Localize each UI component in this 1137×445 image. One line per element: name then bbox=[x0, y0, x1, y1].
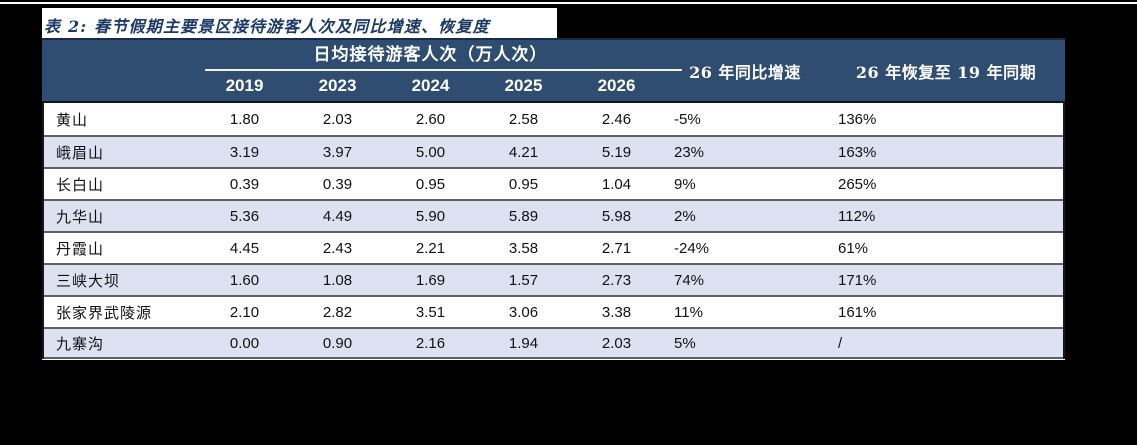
value-cell: 5.00 bbox=[415, 143, 446, 161]
table-caption: 表 2: 春节假期主要景区接待游客人次及同比增速、恢复度 bbox=[44, 17, 490, 36]
value-cell: 3.51 bbox=[415, 303, 446, 321]
value-cell: 0.95 bbox=[508, 175, 539, 193]
table-header: 日均接待游客人次（万人次） 2019 2023 2024 2025 2026 2… bbox=[42, 40, 1065, 103]
table-caption-row: 表 2: 春节假期主要景区接待游客人次及同比增速、恢复度 bbox=[42, 8, 1065, 38]
report-page: 表 2: 春节假期主要景区接待游客人次及同比增速、恢复度 日均接待游客人次（万人… bbox=[42, 8, 1065, 360]
value-cell: 2.46 bbox=[601, 110, 632, 128]
value-cell: 2.71 bbox=[601, 239, 632, 257]
growth-cell: -5% bbox=[674, 110, 701, 128]
scenic-spot-name: 峨眉山 bbox=[56, 143, 105, 162]
recovery-cell: 171% bbox=[838, 271, 877, 289]
growth-cell: 11% bbox=[674, 303, 703, 321]
scenic-spot-name: 张家界武陵源 bbox=[56, 303, 153, 322]
value-cell: 0.90 bbox=[322, 334, 353, 352]
title-row-black-fill bbox=[557, 8, 1065, 40]
value-cell: 5.89 bbox=[508, 207, 539, 225]
value-cell: 2.82 bbox=[322, 303, 353, 321]
value-cell: 2.60 bbox=[415, 110, 446, 128]
table-row: 丹霞山 4.45 2.43 2.21 3.58 2.71 -24% 61% bbox=[44, 231, 1063, 263]
value-cell: 3.97 bbox=[322, 143, 353, 161]
value-cell: 5.90 bbox=[415, 207, 446, 225]
group-header-daily-visitors: 日均接待游客人次（万人次） bbox=[313, 45, 548, 65]
value-cell: 5.19 bbox=[601, 143, 632, 161]
value-cell: 1.80 bbox=[229, 110, 260, 128]
value-cell: 2.10 bbox=[229, 303, 260, 321]
year-header-row: 2019 2023 2024 2025 2026 bbox=[198, 71, 663, 101]
value-cell: 0.00 bbox=[229, 334, 260, 352]
value-cell: 1.94 bbox=[508, 334, 539, 352]
value-cell: 2.58 bbox=[508, 110, 539, 128]
value-cell: 2.16 bbox=[415, 334, 446, 352]
scenic-spot-name: 长白山 bbox=[56, 175, 105, 194]
value-cell: 1.57 bbox=[508, 271, 539, 289]
year-header-2026: 2026 bbox=[597, 76, 636, 95]
value-cell: 2.43 bbox=[322, 239, 353, 257]
growth-cell: 9% bbox=[674, 175, 696, 193]
value-cell: 0.95 bbox=[415, 175, 446, 193]
value-cell: 1.04 bbox=[601, 175, 632, 193]
year-header-2019: 2019 bbox=[225, 76, 264, 95]
top-divider-line bbox=[0, 2, 1137, 4]
recovery-cell: 265% bbox=[838, 175, 877, 193]
table-row: 峨眉山 3.19 3.97 5.00 4.21 5.19 23% 163% bbox=[44, 135, 1063, 167]
data-table: 日均接待游客人次（万人次） 2019 2023 2024 2025 2026 2… bbox=[42, 38, 1065, 359]
recovery-cell: 163% bbox=[838, 143, 877, 161]
value-cell: 2.73 bbox=[601, 271, 632, 289]
growth-header: 26 年同比增速 bbox=[689, 62, 801, 82]
group-header-underline bbox=[205, 69, 682, 71]
year-header-2025: 2025 bbox=[504, 76, 543, 95]
value-cell: 3.19 bbox=[229, 143, 260, 161]
value-cell: 4.21 bbox=[508, 143, 539, 161]
table-row: 三峡大坝 1.60 1.08 1.69 1.57 2.73 74% 171% bbox=[44, 263, 1063, 295]
scenic-spot-name: 九寨沟 bbox=[56, 334, 105, 353]
year-header-2023: 2023 bbox=[318, 76, 357, 95]
table-row: 黄山 1.80 2.03 2.60 2.58 2.46 -5% 136% bbox=[44, 103, 1063, 135]
growth-cell: 74% bbox=[674, 271, 705, 289]
recovery-cell: 161% bbox=[838, 303, 877, 321]
scenic-spot-name: 黄山 bbox=[56, 110, 89, 129]
growth-cell: 23% bbox=[674, 143, 705, 161]
recovery-cell: 61% bbox=[838, 239, 869, 257]
recovery-cell: 112% bbox=[838, 207, 876, 225]
value-cell: 4.49 bbox=[322, 207, 353, 225]
table-body: 黄山 1.80 2.03 2.60 2.58 2.46 -5% 136% 峨眉山… bbox=[42, 103, 1065, 359]
table-row: 长白山 0.39 0.39 0.95 0.95 1.04 9% 265% bbox=[44, 167, 1063, 199]
value-cell: 2.03 bbox=[322, 110, 353, 128]
recovery-header: 26 年恢复至 19 年同期 bbox=[855, 62, 1037, 82]
value-cell: 1.08 bbox=[322, 271, 353, 289]
value-cell: 2.03 bbox=[601, 334, 632, 352]
recovery-cell: / bbox=[838, 334, 843, 352]
value-cell: 3.06 bbox=[508, 303, 539, 321]
value-cell: 5.98 bbox=[601, 207, 632, 225]
value-cell: 0.39 bbox=[322, 175, 353, 193]
value-cell: 1.60 bbox=[229, 271, 260, 289]
scenic-spot-name: 九华山 bbox=[56, 207, 105, 226]
value-cell: 0.39 bbox=[229, 175, 260, 193]
growth-cell: 2% bbox=[674, 207, 696, 225]
table-row: 九华山 5.36 4.49 5.90 5.89 5.98 2% 112% bbox=[44, 199, 1063, 231]
growth-cell: 5% bbox=[674, 334, 696, 352]
value-cell: 3.58 bbox=[508, 239, 539, 257]
year-header-2024: 2024 bbox=[411, 76, 450, 95]
value-cell: 4.45 bbox=[229, 239, 260, 257]
value-cell: 1.69 bbox=[415, 271, 446, 289]
value-cell: 2.21 bbox=[415, 239, 446, 257]
recovery-cell: 136% bbox=[838, 110, 877, 128]
table-row: 张家界武陵源 2.10 2.82 3.51 3.06 3.38 11% 161% bbox=[44, 295, 1063, 327]
value-cell: 3.38 bbox=[601, 303, 632, 321]
table-row: 九寨沟 0.00 0.90 2.16 1.94 2.03 5% / bbox=[44, 327, 1063, 359]
scenic-spot-name: 丹霞山 bbox=[56, 239, 105, 258]
growth-cell: -24% bbox=[674, 239, 710, 257]
value-cell: 5.36 bbox=[229, 207, 260, 225]
scenic-spot-name: 三峡大坝 bbox=[56, 271, 121, 290]
